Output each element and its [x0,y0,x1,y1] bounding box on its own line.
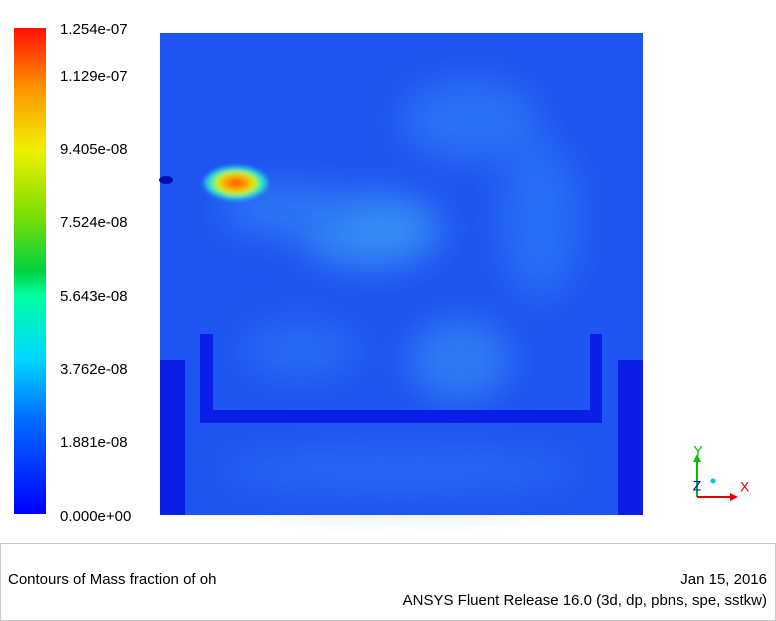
colorbar-label: 5.643e-08 [60,288,128,305]
footer-box [0,543,776,621]
colorbar-label: 1.129e-07 [60,68,128,85]
colorbar-label: 1.881e-08 [60,434,128,451]
colorbar-labels: 1.254e-07 1.129e-07 9.405e-08 7.524e-08 5.64… [60,21,131,525]
footer-date: Jan 15, 2016 [680,571,767,588]
colorbar-label: 3.762e-08 [60,361,128,378]
triad-z: Z [693,478,702,494]
colorbar-label: 1.254e-07 [60,21,128,38]
contour-field [159,33,643,515]
triad-y: Y [693,443,703,459]
colorbar-label: 0.000e+00 [60,508,131,525]
footer-release: ANSYS Fluent Release 16.0 (3d, dp, pbns,… [403,592,767,609]
axis-triad: Y X Z [693,443,750,501]
footer-title: Contours of Mass fraction of oh [8,571,216,588]
colorbar [14,28,46,514]
triad-x: X [740,479,750,495]
colorbar-label: 7.524e-08 [60,214,128,231]
colorbar-label: 9.405e-08 [60,141,128,158]
